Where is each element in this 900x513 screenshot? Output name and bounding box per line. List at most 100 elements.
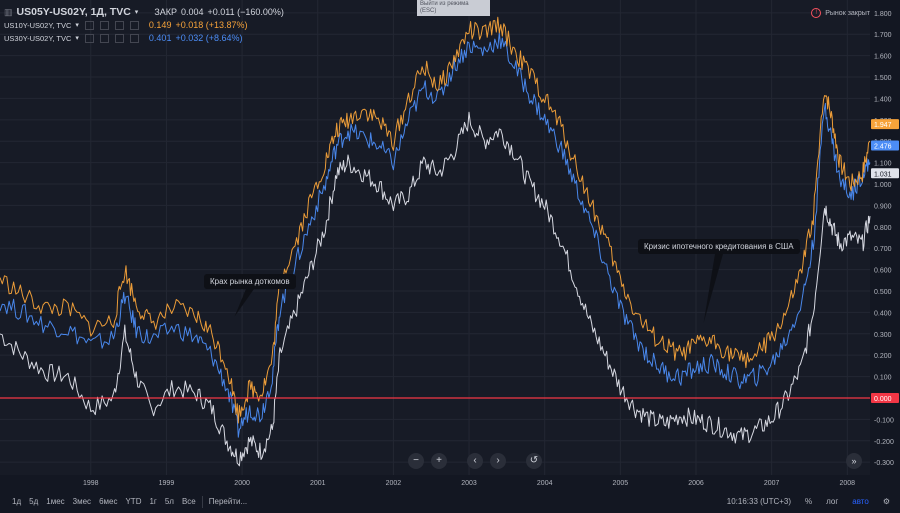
visibility-icon[interactable] [84,21,94,30]
log-scale-toggle[interactable]: лог [826,497,839,506]
series-change: +0.032 (+8.64%) [175,33,243,43]
y-tick-label: 1.400 [874,96,892,103]
series-line[interactable] [0,111,871,467]
divider [201,495,203,508]
remove-icon[interactable] [114,21,124,30]
series-change: +0.018 (+13.87%) [175,20,248,30]
bottom-toolbar: 1д 5д 1мес 3мес 6мес YTD 1г 5л Все Перей… [0,490,900,513]
series-line[interactable] [0,32,871,438]
exit-mode-label: Выйти из режима [420,1,469,7]
zoom-out-button[interactable]: − [408,453,424,469]
annotation-pointer [234,289,254,317]
x-tick-label: 2008 [840,480,856,487]
more-icon[interactable] [129,34,139,43]
reset-chart-button[interactable]: ↺ [526,453,542,469]
exit-mode-hint: (ESC) [420,8,437,14]
range-5y[interactable]: 5л [164,497,174,506]
range-5d[interactable]: 5д [29,497,39,506]
x-tick-label: 2007 [764,480,780,487]
range-6m[interactable]: 6мес [99,497,118,506]
x-tick-label: 2003 [461,480,477,487]
x-tick-label: 2005 [613,480,629,487]
y-tick-label: 1.100 [874,161,892,168]
annotation-text: Крах рынка доткомов [210,277,290,286]
range-1y[interactable]: 1г [149,497,157,506]
main-symbol[interactable]: US05Y-US02Y, 1Д, TVC [16,6,131,18]
clock[interactable]: 10:16:33 (UTC+3) [726,497,792,506]
close-value: 0.004 [181,7,204,17]
chart-navigation: − + ‹ › ↺ [408,453,542,469]
y-tick-label: 0.600 [874,268,892,275]
series-caret-icon[interactable]: ▾ [75,22,79,29]
change-value: +0.011 (−160.00%) [207,7,284,17]
settings-icon[interactable] [99,21,109,30]
annotation-dotcom[interactable]: Крах рынка доткомов [204,274,296,289]
x-tick-label: 1999 [159,480,175,487]
scroll-forward-button[interactable]: › [490,453,506,469]
y-tick-label: 1.800 [874,11,892,18]
date-range-selector: 1д 5д 1мес 3мес 6мес YTD 1г 5л Все [12,497,196,506]
close-label: ЗАКР [154,7,177,17]
annotation-mortgage[interactable]: Кризис ипотечного кредитования в США [638,239,800,254]
y-tick-label: 0.100 [874,375,892,382]
more-icon[interactable] [129,21,139,30]
range-3m[interactable]: 3мес [72,497,92,506]
y-tick-label: 0.900 [874,203,892,210]
auto-scale-toggle[interactable]: авто [852,497,869,506]
range-1m[interactable]: 1мес [46,497,65,506]
last-value-badge [871,168,899,179]
range-ytd[interactable]: YTD [125,497,142,506]
last-value-label: 0.000 [874,396,892,403]
last-value-label: 1.947 [874,122,892,129]
annotation-text: Кризис ипотечного кредитования в США [644,242,794,251]
x-tick-label: 1998 [83,480,99,487]
series-symbol[interactable]: US30Y-US02Y, TVC [4,34,72,43]
chart-type-icon[interactable]: ▥ [4,7,13,17]
scroll-back-button[interactable]: ‹ [467,453,483,469]
series-symbol[interactable]: US10Y-US02Y, TVC [4,21,72,30]
time-axis[interactable] [0,475,870,490]
range-1d[interactable]: 1д [12,497,22,506]
main-symbol-caret-icon[interactable]: ▾ [134,9,139,16]
x-tick-label: 2000 [234,480,250,487]
goto-date-button[interactable]: Перейти... [208,497,248,506]
x-tick-label: 2002 [386,480,402,487]
x-tick-label: 2004 [537,480,553,487]
range-all[interactable]: Все [181,497,196,506]
price-axis[interactable] [870,0,900,490]
scroll-to-realtime-button[interactable]: » [846,453,862,469]
y-tick-label: 1.500 [874,75,892,82]
series-line[interactable] [0,16,871,424]
y-tick-label: 0.400 [874,310,892,317]
series-value: 0.149 [148,20,172,30]
market-status[interactable]: ! Рынок закрыт [811,8,870,18]
x-tick-label: 2001 [310,480,326,487]
settings-icon[interactable] [99,34,109,43]
legend-main-row[interactable]: ▥ US05Y-US02Y, 1Д, TVC ▾ ЗАКР 0.004 +0.0… [4,6,284,19]
legend-series-row[interactable]: US10Y-US02Y, TVC ▾ 0.149 +0.018 (+13.87%… [4,19,284,32]
visibility-icon[interactable] [84,34,94,43]
y-tick-label: 0.200 [874,353,892,360]
chart-area[interactable]: 1.8001.7001.6001.5001.4001.3001.2001.100… [0,0,900,490]
chart-legend: ▥ US05Y-US02Y, 1Д, TVC ▾ ЗАКР 0.004 +0.0… [4,6,284,45]
series-caret-icon[interactable]: ▾ [75,35,79,42]
gear-icon[interactable]: ⚙ [882,497,890,506]
y-tick-label: 1.700 [874,32,892,39]
y-tick-label: -0.100 [874,417,894,424]
zoom-in-button[interactable]: + [431,453,447,469]
last-value-badge [871,119,899,130]
x-tick-label: 2006 [688,480,704,487]
percent-scale-toggle[interactable]: % [805,497,813,506]
legend-series-row[interactable]: US30Y-US02Y, TVC ▾ 0.401 +0.032 (+8.64%) [4,32,284,45]
remove-icon[interactable] [114,34,124,43]
last-value-badge [871,140,899,151]
y-tick-label: 1.000 [874,182,892,189]
last-value-badge [871,392,899,403]
annotation-pointer [703,254,723,324]
bottom-right-controls: 10:16:33 (UTC+3) % лог авто ⚙ [727,497,890,506]
y-tick-label: 0.800 [874,225,892,232]
y-tick-label: -0.300 [874,460,894,467]
y-tick-label: 0.500 [874,289,892,296]
exit-fullscreen-button[interactable]: Выйти из режима (ESC) [417,0,490,16]
last-value-label: 2.476 [874,143,892,150]
